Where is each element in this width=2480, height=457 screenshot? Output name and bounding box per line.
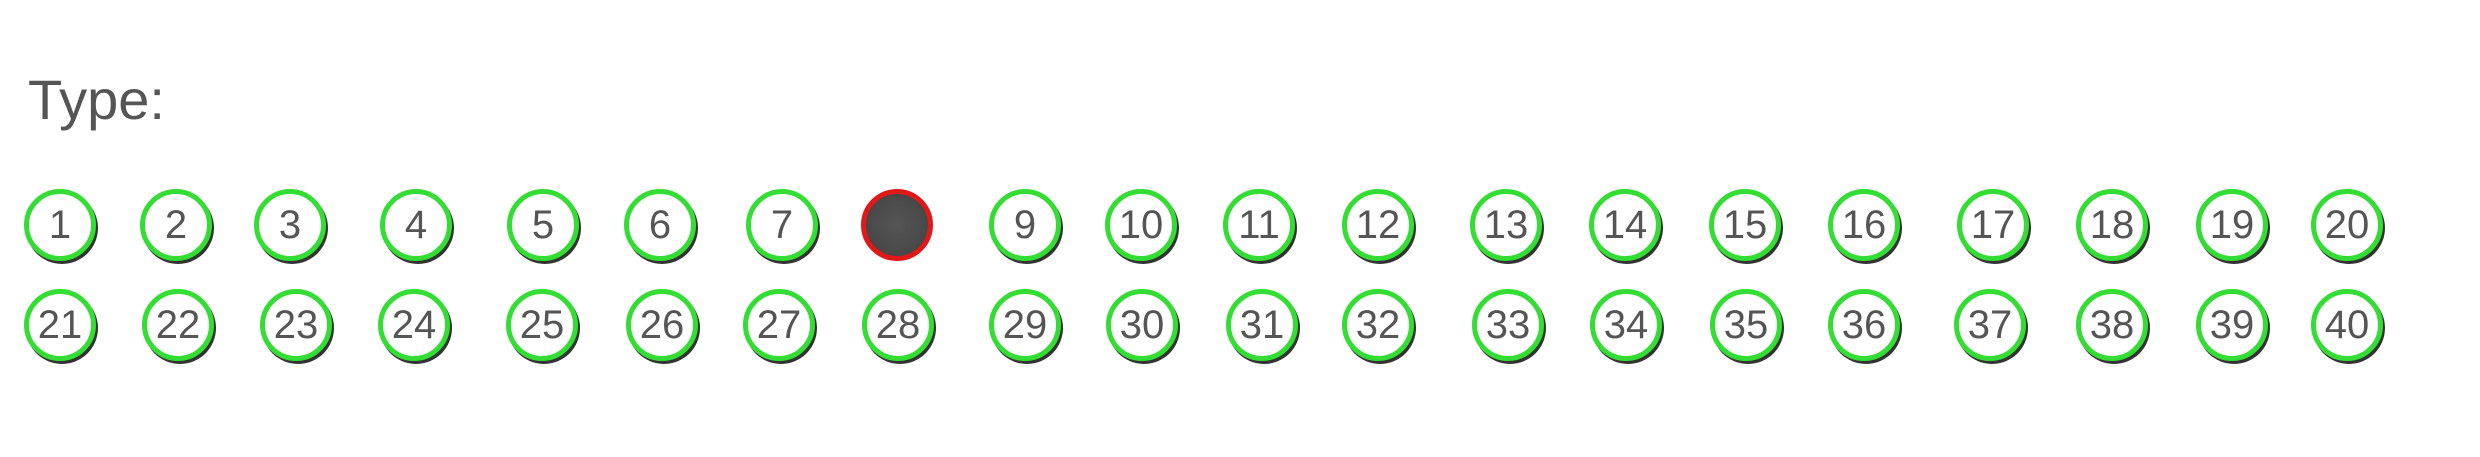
bubble-label: 3: [278, 202, 302, 247]
bubble-label: 32: [1355, 302, 1401, 347]
bubble-35[interactable]: 35: [1710, 289, 1782, 361]
bubble-label: 6: [648, 202, 672, 247]
bubble-label: 22: [155, 302, 201, 347]
bubble-12[interactable]: 12: [1342, 189, 1414, 261]
bubble-37[interactable]: 37: [1954, 289, 2026, 361]
bubble-label: 30: [1119, 302, 1165, 347]
bubble-label: 11: [1238, 202, 1280, 247]
bubble-14[interactable]: 14: [1589, 189, 1661, 261]
bubble-label: 26: [639, 302, 685, 347]
bubble-5[interactable]: 5: [507, 189, 579, 261]
bubble-label: 27: [756, 302, 802, 347]
bubble-23[interactable]: 23: [260, 289, 332, 361]
bubble-36[interactable]: 36: [1828, 289, 1900, 361]
bubble-label: 35: [1723, 302, 1769, 347]
bubble-1[interactable]: 1: [24, 189, 96, 261]
bubble-26[interactable]: 26: [626, 289, 698, 361]
bubble-label: 37: [1967, 302, 2013, 347]
bubble-label: 9: [1013, 202, 1037, 247]
bubble-label: 18: [2089, 202, 2135, 247]
bubble-label: 29: [1002, 302, 1048, 347]
bubble-15[interactable]: 15: [1709, 189, 1781, 261]
bubble-40[interactable]: 40: [2311, 289, 2383, 361]
bubble-4[interactable]: 4: [380, 189, 452, 261]
bubble-8-selected[interactable]: 8: [861, 189, 933, 261]
bubble-label: 24: [391, 302, 437, 347]
bubble-7[interactable]: 7: [746, 189, 818, 261]
bubble-label: 5: [531, 202, 555, 247]
bubble-2[interactable]: 2: [140, 189, 212, 261]
bubble-34[interactable]: 34: [1590, 289, 1662, 361]
bubble-21[interactable]: 21: [24, 289, 96, 361]
bubble-label: 12: [1355, 202, 1401, 247]
bubble-20[interactable]: 20: [2311, 189, 2383, 261]
bubble-label: 10: [1118, 202, 1164, 247]
bubble-label: 39: [2209, 302, 2255, 347]
bubble-label: 21: [37, 302, 83, 347]
bubble-label: 33: [1485, 302, 1531, 347]
bubble-label: 20: [2324, 202, 2370, 247]
bubble-27[interactable]: 27: [743, 289, 815, 361]
bubble-13[interactable]: 13: [1470, 189, 1542, 261]
bubble-label: 34: [1603, 302, 1649, 347]
type-label: Type:: [28, 68, 165, 131]
bubble-3[interactable]: 3: [254, 189, 326, 261]
bubble-18[interactable]: 18: [2076, 189, 2148, 261]
bubble-25[interactable]: 25: [506, 289, 578, 361]
bubble-label: 2: [164, 202, 188, 247]
bubble-label: 13: [1483, 202, 1529, 247]
bubble-label: 15: [1722, 202, 1768, 247]
bubble-22[interactable]: 22: [142, 289, 214, 361]
bubble-label: 19: [2209, 202, 2255, 247]
bubble-33[interactable]: 33: [1472, 289, 1544, 361]
bubble-17[interactable]: 17: [1957, 189, 2029, 261]
bubble-label: 8: [886, 203, 908, 248]
bubble-label: 28: [875, 302, 921, 347]
bubble-16[interactable]: 16: [1828, 189, 1900, 261]
bubble-label: 36: [1841, 302, 1887, 347]
bubble-label: 40: [2324, 302, 2370, 347]
bubble-6[interactable]: 6: [624, 189, 696, 261]
bubble-label: 31: [1239, 302, 1285, 347]
bubble-24[interactable]: 24: [378, 289, 450, 361]
bubble-label: 16: [1841, 202, 1887, 247]
bubble-39[interactable]: 39: [2196, 289, 2268, 361]
bubble-10[interactable]: 10: [1105, 189, 1177, 261]
bubble-label: 25: [519, 302, 565, 347]
bubble-label: 7: [770, 202, 794, 247]
bubble-28[interactable]: 28: [862, 289, 934, 361]
bubble-9[interactable]: 9: [989, 189, 1061, 261]
bubble-label: 17: [1970, 202, 2016, 247]
bubble-19[interactable]: 19: [2196, 189, 2268, 261]
bubble-label: 14: [1602, 202, 1648, 247]
bubble-31[interactable]: 31: [1226, 289, 1298, 361]
bubble-38[interactable]: 38: [2076, 289, 2148, 361]
bubble-label: 4: [404, 202, 428, 247]
bubble-11[interactable]: 11: [1223, 189, 1295, 261]
bubble-30[interactable]: 30: [1106, 289, 1178, 361]
bubble-label: 23: [273, 302, 319, 347]
bubble-label: 38: [2089, 302, 2135, 347]
bubble-label: 1: [48, 202, 72, 247]
bubble-29[interactable]: 29: [989, 289, 1061, 361]
bubble-32[interactable]: 32: [1342, 289, 1414, 361]
